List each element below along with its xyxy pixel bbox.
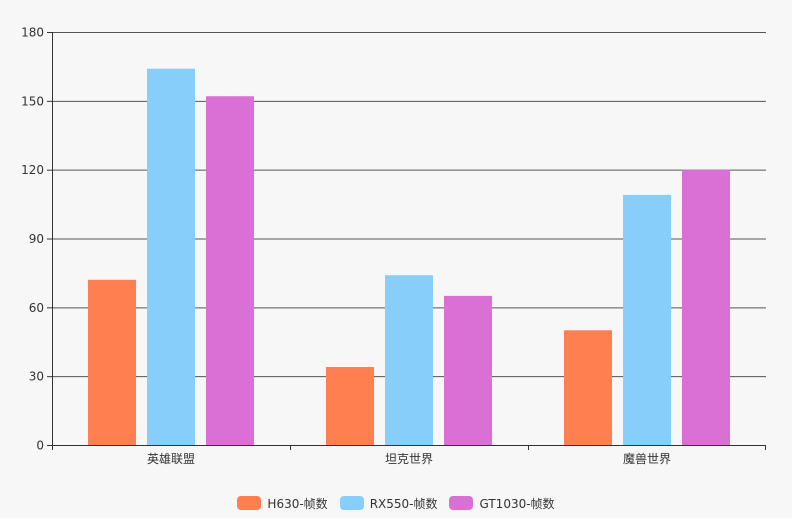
bar[interactable] — [147, 68, 195, 445]
legend-label: H630-帧数 — [267, 496, 328, 511]
y-tick-label: 0 — [36, 439, 44, 453]
bar-chart: 0 30 60 90 120 150 180 英雄联盟 坦克世界 魔兽世界 — [21, 26, 766, 467]
bar[interactable] — [88, 279, 136, 445]
bar[interactable] — [326, 366, 374, 445]
bar[interactable] — [444, 295, 492, 445]
x-tick-label: 坦克世界 — [385, 452, 433, 466]
y-tick-label: 90 — [29, 232, 44, 246]
legend-label: GT1030-帧数 — [479, 496, 555, 511]
legend-item[interactable]: H630-帧数 — [237, 495, 328, 512]
bars — [88, 68, 730, 445]
y-tick-label: 150 — [21, 94, 44, 108]
x-tick-label: 魔兽世界 — [623, 451, 671, 466]
bar[interactable] — [564, 330, 612, 445]
bar[interactable] — [682, 169, 730, 445]
bar[interactable] — [623, 194, 671, 445]
legend-swatch — [237, 496, 262, 510]
axes — [47, 32, 766, 450]
y-tick-label: 60 — [29, 301, 44, 315]
legend-item[interactable]: GT1030-帧数 — [449, 495, 555, 512]
y-tick-label: 30 — [29, 370, 44, 384]
bar[interactable] — [206, 96, 254, 445]
legend-swatch — [339, 496, 364, 510]
bar[interactable] — [385, 275, 433, 445]
legend-item[interactable]: RX550-帧数 — [339, 495, 438, 512]
legend-label: RX550-帧数 — [369, 496, 438, 511]
axis-labels: 0 30 60 90 120 150 180 英雄联盟 坦克世界 魔兽世界 — [21, 26, 671, 467]
y-tick-label: 180 — [21, 26, 44, 40]
x-tick-label: 英雄联盟 — [147, 451, 195, 466]
legend: H630-帧数 RX550-帧数 GT1030-帧数 — [0, 492, 792, 514]
y-tick-label: 120 — [21, 163, 44, 177]
legend-swatch — [449, 496, 474, 510]
